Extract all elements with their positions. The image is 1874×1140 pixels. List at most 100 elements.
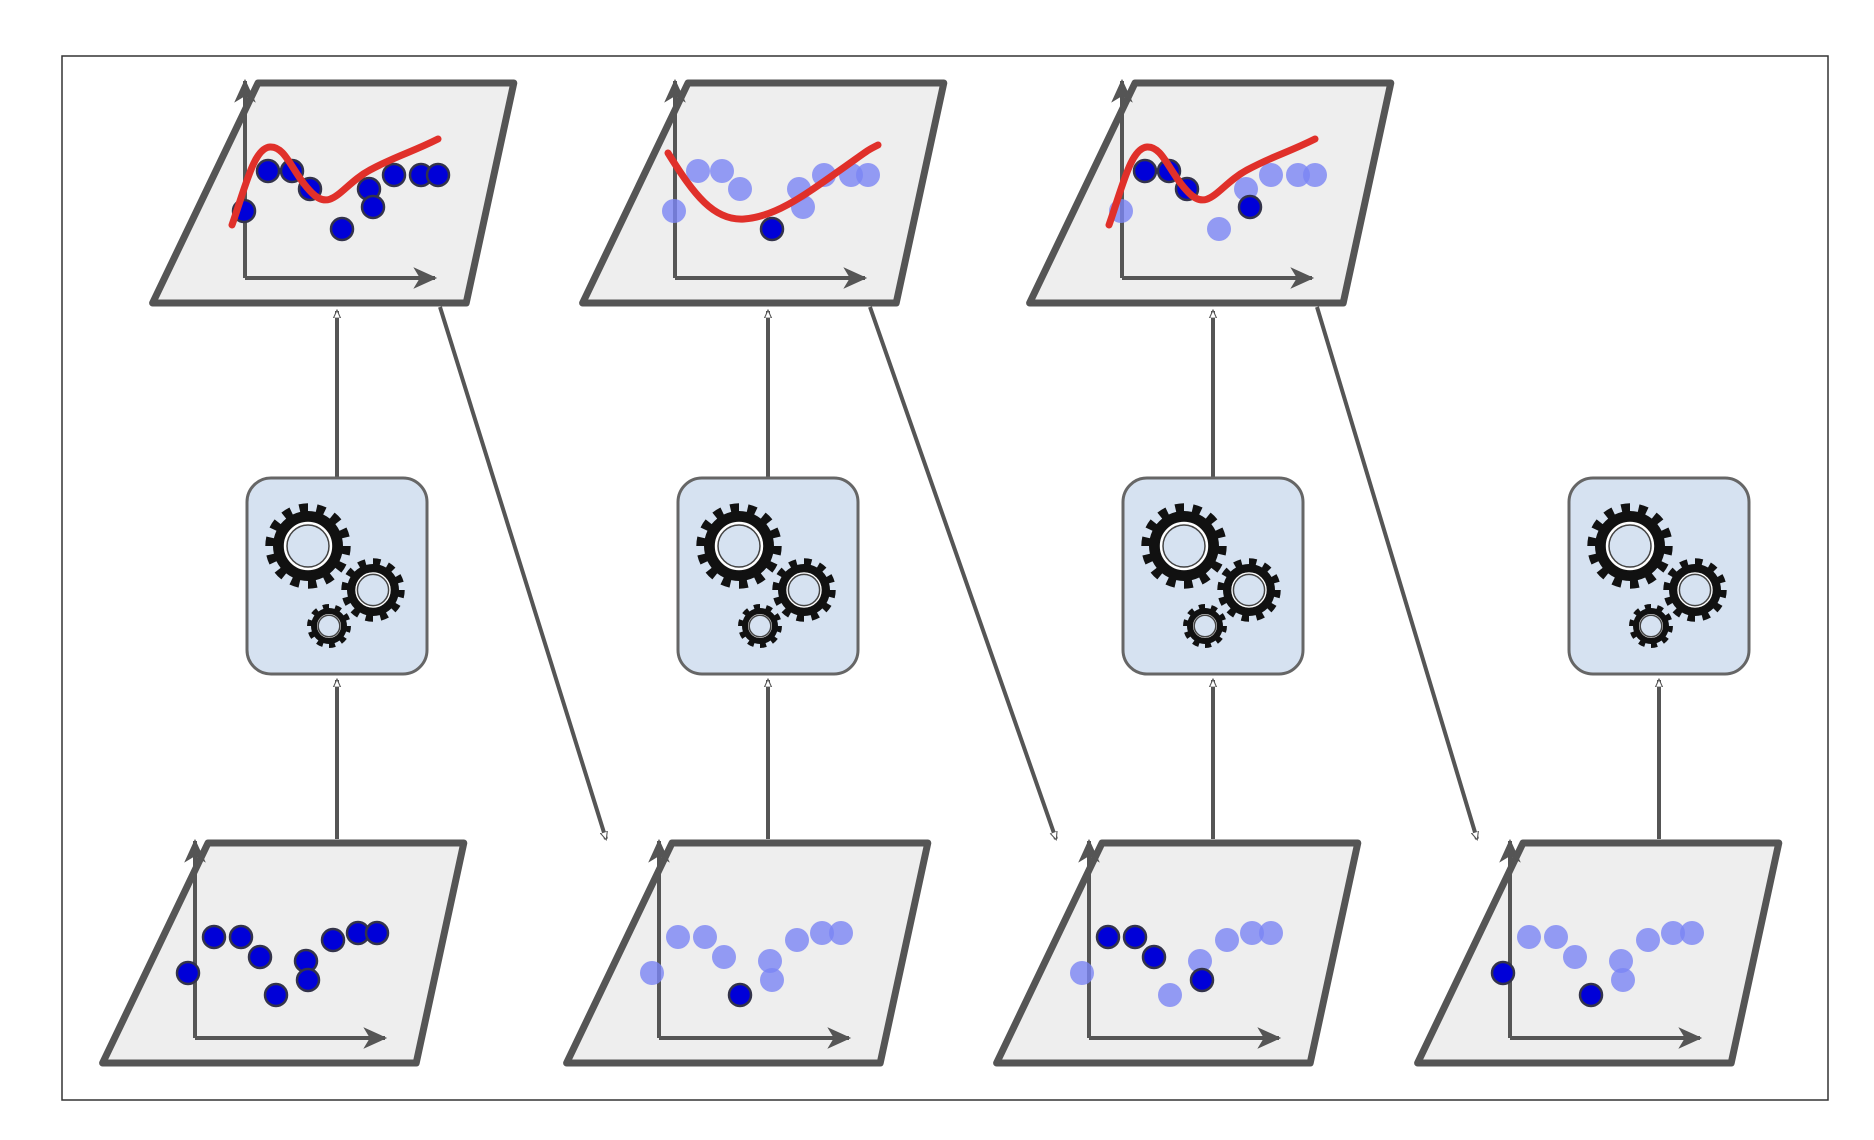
data-point [693, 925, 717, 949]
panel-frame [149, 79, 518, 307]
data-point [758, 949, 782, 973]
data-point [1237, 194, 1263, 220]
small-gear-icon [1629, 604, 1673, 648]
data-point [1517, 925, 1541, 949]
data-point [247, 944, 273, 970]
gears-icon [265, 503, 405, 648]
data-point [1611, 968, 1635, 992]
data-point [712, 945, 736, 969]
data-point [829, 921, 853, 945]
data-point [1141, 944, 1167, 970]
flow-arrows [337, 306, 1659, 839]
data-point [1563, 945, 1587, 969]
data-point [329, 216, 355, 242]
data-point [1544, 925, 1568, 949]
data-point [759, 216, 785, 242]
data-point [295, 967, 321, 993]
data-point [727, 982, 753, 1008]
small-gear-icon [738, 604, 782, 648]
data-point [710, 159, 734, 183]
data-point [1609, 949, 1633, 973]
data-point [1578, 982, 1604, 1008]
medium-gear-icon [772, 558, 836, 622]
training-panel-3 [993, 838, 1362, 1067]
data-point [1259, 921, 1283, 945]
data-point [175, 960, 201, 986]
data-point [728, 177, 752, 201]
data-point [360, 194, 386, 220]
learner-box-2 [676, 476, 860, 676]
panel-frame [1414, 839, 1783, 1067]
data-point [364, 920, 390, 946]
data-point [1207, 217, 1231, 241]
data-point [856, 163, 880, 187]
panel-frame [99, 839, 468, 1067]
data-point [1490, 960, 1516, 986]
prediction-panel-2 [579, 78, 948, 307]
gears-icon [696, 503, 836, 648]
data-point [255, 158, 281, 184]
data-point [662, 199, 686, 223]
training-panel-4 [1414, 838, 1783, 1067]
data-point [1189, 967, 1215, 993]
flow-arrow-next [868, 306, 1058, 839]
data-point [228, 924, 254, 950]
dataset-panels [99, 78, 1783, 1067]
large-gear-icon [1587, 503, 1673, 589]
data-point [640, 961, 664, 985]
learner-box-4 [1567, 476, 1751, 676]
learner-box-3 [1121, 476, 1305, 676]
data-point [1158, 983, 1182, 1007]
data-point [201, 924, 227, 950]
flow-arrow-next [1315, 306, 1477, 839]
data-point [320, 927, 346, 953]
medium-gear-icon [341, 558, 405, 622]
data-point [1070, 961, 1094, 985]
data-point [785, 928, 809, 952]
small-gear-icon [307, 604, 351, 648]
small-gear-icon [1183, 604, 1227, 648]
data-point [1240, 921, 1264, 945]
data-point [425, 162, 451, 188]
prediction-panel-1 [149, 78, 518, 307]
panel-frame [579, 79, 948, 307]
fit-curve [664, 141, 882, 223]
data-point [1680, 921, 1704, 945]
data-point [686, 159, 710, 183]
learner-box-1 [245, 476, 429, 676]
data-point [760, 968, 784, 992]
data-point [1259, 163, 1283, 187]
data-point [1215, 928, 1239, 952]
data-point [810, 921, 834, 945]
data-point [1303, 163, 1327, 187]
large-gear-icon [265, 503, 351, 589]
medium-gear-icon [1663, 558, 1727, 622]
panel-frame [563, 839, 932, 1067]
large-gear-icon [1141, 503, 1227, 589]
flow-arrow-next [438, 306, 606, 839]
large-gear-icon [696, 503, 782, 589]
data-point [1132, 158, 1158, 184]
fit-curve [1105, 135, 1319, 229]
gears-icon [1141, 503, 1281, 648]
data-point [666, 925, 690, 949]
data-point [1095, 924, 1121, 950]
data-point [1661, 921, 1685, 945]
learner-boxes [245, 476, 1751, 676]
data-point [381, 162, 407, 188]
data-point [263, 982, 289, 1008]
panel-frame [1026, 79, 1395, 307]
data-point [1286, 163, 1310, 187]
medium-gear-icon [1217, 558, 1281, 622]
data-point [1188, 949, 1212, 973]
gears-icon [1587, 503, 1727, 648]
fit-curve [228, 135, 442, 229]
training-panel-1 [99, 838, 468, 1067]
training-panel-2 [563, 838, 932, 1067]
data-point [1636, 928, 1660, 952]
panel-frame [993, 839, 1362, 1067]
data-point [1122, 924, 1148, 950]
prediction-panel-3 [1026, 78, 1395, 307]
